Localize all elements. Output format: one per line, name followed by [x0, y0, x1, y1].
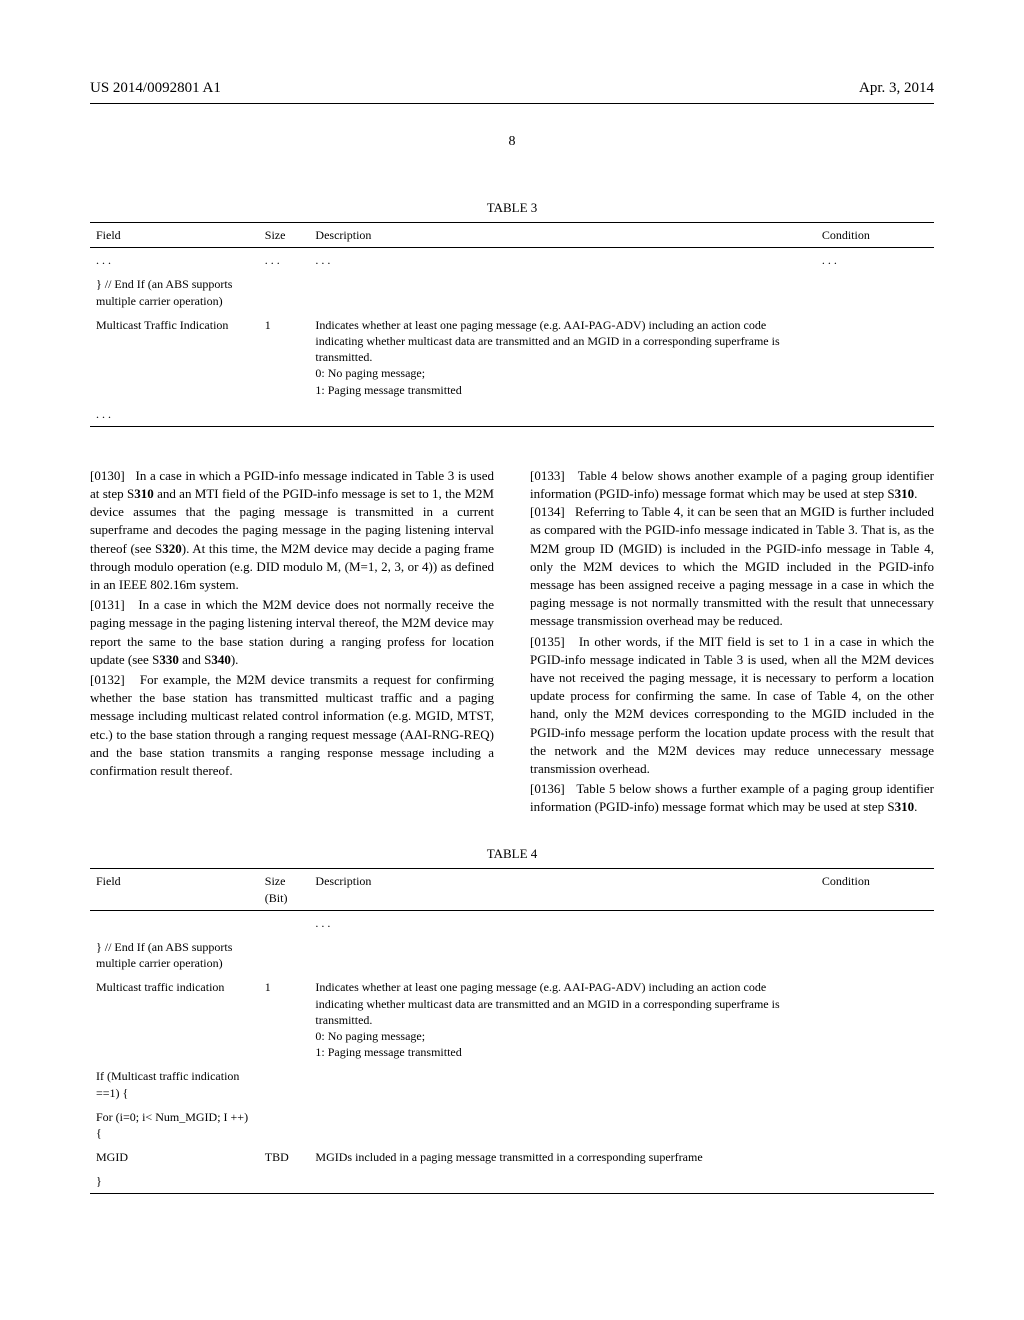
cell-field: } // End If (an ABS supports multiple ca…	[90, 272, 259, 312]
table3-col-cond: Condition	[816, 223, 934, 248]
cell-size	[259, 1064, 310, 1104]
cell-field: If (Multicast traffic indication ==1) {	[90, 1064, 259, 1104]
table4: Field Size (Bit) Description Condition .…	[90, 868, 934, 1194]
table4-col-size: Size (Bit)	[259, 869, 310, 910]
header-divider	[90, 103, 934, 104]
table4-caption: TABLE 4	[90, 846, 934, 862]
table-row: } // End If (an ABS supports multiple ca…	[90, 272, 934, 312]
publication-date: Apr. 3, 2014	[859, 80, 934, 97]
cell-desc: . . .	[309, 248, 815, 273]
paragraph: [0133] Table 4 below shows another examp…	[530, 467, 934, 503]
table-row: . . .	[90, 910, 934, 935]
table-row: Multicast traffic indication1Indicates w…	[90, 975, 934, 1064]
cell-cond	[816, 1169, 934, 1194]
table4-header-row: Field Size (Bit) Description Condition	[90, 869, 934, 910]
cell-desc: . . .	[309, 910, 815, 935]
table3-col-size: Size	[259, 223, 310, 248]
cell-size	[259, 1105, 310, 1145]
cell-cond	[816, 402, 934, 427]
table3-header-row: Field Size Description Condition	[90, 223, 934, 248]
cell-field	[90, 910, 259, 935]
cell-cond	[816, 1105, 934, 1145]
paragraph: [0135] In other words, if the MIT field …	[530, 633, 934, 779]
cell-desc: MGIDs included in a paging message trans…	[309, 1145, 815, 1169]
cell-desc	[309, 1064, 815, 1104]
cell-cond	[816, 1145, 934, 1169]
cell-size	[259, 910, 310, 935]
cell-size: . . .	[259, 248, 310, 273]
table4-col-field: Field	[90, 869, 259, 910]
cell-size	[259, 1169, 310, 1194]
paragraph: [0130] In a case in which a PGID-info me…	[90, 467, 494, 594]
table-row: Multicast Traffic Indication1Indicates w…	[90, 313, 934, 402]
table3-caption: TABLE 3	[90, 200, 934, 216]
paragraph: [0132] For example, the M2M device trans…	[90, 671, 494, 780]
paragraph: [0131] In a case in which the M2M device…	[90, 596, 494, 669]
cell-desc	[309, 1105, 815, 1145]
table4-col-cond: Condition	[816, 869, 934, 910]
cell-cond	[816, 975, 934, 1064]
table-row: For (i=0; i< Num_MGID; I ++) {	[90, 1105, 934, 1145]
table-row: MGIDTBDMGIDs included in a paging messag…	[90, 1145, 934, 1169]
cell-desc	[309, 935, 815, 975]
body-columns: [0130] In a case in which a PGID-info me…	[90, 467, 934, 817]
cell-cond	[816, 272, 934, 312]
cell-desc: Indicates whether at least one paging me…	[309, 975, 815, 1064]
cell-field: For (i=0; i< Num_MGID; I ++) {	[90, 1105, 259, 1145]
cell-field: Multicast Traffic Indication	[90, 313, 259, 402]
cell-field: } // End If (an ABS supports multiple ca…	[90, 935, 259, 975]
cell-cond	[816, 313, 934, 402]
cell-desc	[309, 272, 815, 312]
cell-desc	[309, 1169, 815, 1194]
cell-field: Multicast traffic indication	[90, 975, 259, 1064]
table3-col-desc: Description	[309, 223, 815, 248]
table-row: If (Multicast traffic indication ==1) {	[90, 1064, 934, 1104]
cell-size: 1	[259, 975, 310, 1064]
table-row: . . .. . .. . .. . .	[90, 248, 934, 273]
page-number: 8	[90, 134, 934, 150]
table-row: . . .	[90, 402, 934, 427]
publication-number: US 2014/0092801 A1	[90, 80, 221, 97]
cell-field: . . .	[90, 248, 259, 273]
cell-desc	[309, 402, 815, 427]
cell-size	[259, 402, 310, 427]
cell-size: 1	[259, 313, 310, 402]
cell-size	[259, 935, 310, 975]
paragraph: [0134] Referring to Table 4, it can be s…	[530, 503, 934, 630]
table-row: } // End If (an ABS supports multiple ca…	[90, 935, 934, 975]
cell-size: TBD	[259, 1145, 310, 1169]
paragraph: [0136] Table 5 below shows a further exa…	[530, 780, 934, 816]
cell-cond	[816, 910, 934, 935]
cell-field: }	[90, 1169, 259, 1194]
cell-desc: Indicates whether at least one paging me…	[309, 313, 815, 402]
table3: Field Size Description Condition . . .. …	[90, 222, 934, 427]
cell-cond	[816, 935, 934, 975]
table-row: }	[90, 1169, 934, 1194]
cell-size	[259, 272, 310, 312]
cell-cond: . . .	[816, 248, 934, 273]
cell-field: . . .	[90, 402, 259, 427]
cell-cond	[816, 1064, 934, 1104]
table4-col-desc: Description	[309, 869, 815, 910]
table3-col-field: Field	[90, 223, 259, 248]
cell-field: MGID	[90, 1145, 259, 1169]
